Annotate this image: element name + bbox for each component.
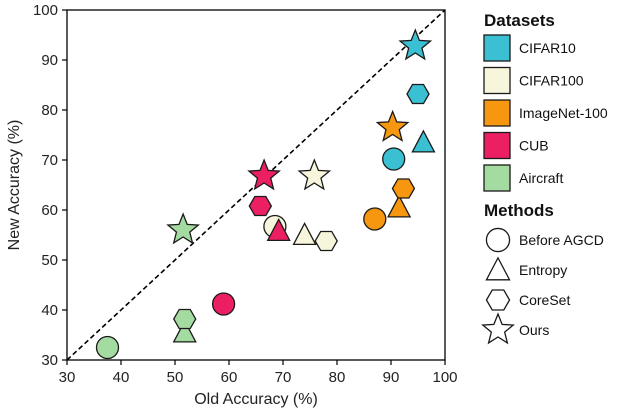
y-tick-label: 60 — [41, 202, 58, 219]
point-cifar10-ours — [398, 28, 433, 61]
legend-label-before-agcd: Before AGCD — [519, 232, 604, 248]
point-cifar100-entropy — [292, 222, 317, 246]
y-tick-label: 80 — [41, 102, 58, 119]
legend-label-cub: CUB — [519, 138, 549, 154]
point-cub-before-agcd — [211, 292, 236, 316]
x-tick-label: 80 — [329, 369, 346, 386]
legend-datasets-title: Datasets — [484, 11, 555, 30]
point-cub-coreset — [248, 195, 273, 217]
y-axis-label: New Accuracy (%) — [6, 120, 23, 251]
legend-swatch-imagenet-100 — [483, 99, 511, 127]
x-tick-label: 40 — [113, 369, 130, 386]
legend-marker-ours — [481, 312, 515, 345]
legend-label-cifar100: CIFAR100 — [519, 73, 584, 89]
legend-label-entropy: Entropy — [519, 262, 567, 278]
point-aircraft-before-agcd — [95, 335, 120, 360]
y-tick-label: 100 — [33, 2, 58, 19]
legend-swatch-cifar10 — [483, 34, 511, 62]
plot-area: 30 40 50 60 70 80 90 100 30 40 50 60 70 80 90 100 Old Ac… — [6, 2, 458, 408]
legend-label-cifar10: CIFAR10 — [519, 40, 576, 56]
x-tick-label: 90 — [383, 369, 400, 386]
x-axis-label: Old Accuracy (%) — [194, 391, 318, 408]
legend-label-coreset: CoreSet — [519, 292, 570, 308]
legend-methods-title: Methods — [484, 201, 554, 220]
legend-swatch-cub — [483, 131, 511, 160]
legend-marker-before-agcd — [485, 227, 511, 253]
point-cifar10-before-agcd — [382, 147, 406, 171]
point-imagenet-100-ours — [375, 109, 410, 142]
legend: Datasets CIFAR10 CIFAR100 ImageNet-100 CUB Ai… — [481, 11, 608, 345]
y-tick-label: 30 — [41, 352, 58, 369]
point-cifar100-coreset — [314, 230, 338, 252]
x-tick-label: 100 — [432, 369, 457, 386]
point-aircraft-coreset — [172, 308, 197, 330]
legend-label-imagenet-100: ImageNet-100 — [519, 105, 608, 121]
y-tick-label: 90 — [41, 52, 58, 69]
x-tick-label: 70 — [275, 369, 292, 386]
legend-label-ours: Ours — [519, 322, 549, 338]
y-tick-label: 50 — [41, 252, 58, 269]
x-tick-label: 60 — [221, 369, 238, 386]
legend-label-aircraft: Aircraft — [519, 170, 563, 186]
point-cub-ours — [247, 158, 281, 191]
x-tick-label: 50 — [167, 369, 184, 386]
point-aircraft-ours — [166, 212, 200, 245]
y-tick-label: 70 — [41, 152, 58, 169]
x-tick-label: 30 — [59, 369, 76, 386]
legend-marker-coreset — [485, 289, 511, 311]
point-cub-entropy — [266, 218, 291, 242]
y-tick-label: 40 — [41, 302, 58, 319]
point-aircraft-entropy — [172, 319, 197, 343]
plot-frame — [66, 9, 446, 361]
legend-swatch-aircraft — [483, 164, 511, 192]
point-cifar10-entropy — [411, 129, 436, 153]
point-imagenet-100-entropy — [387, 194, 412, 218]
legend-swatch-cifar100 — [483, 66, 511, 95]
point-cifar10-coreset — [406, 83, 430, 105]
point-imagenet-100-before-agcd — [363, 207, 387, 231]
point-cifar100-ours — [297, 158, 332, 191]
point-imagenet-100-coreset — [391, 178, 416, 199]
legend-marker-entropy — [485, 256, 511, 281]
